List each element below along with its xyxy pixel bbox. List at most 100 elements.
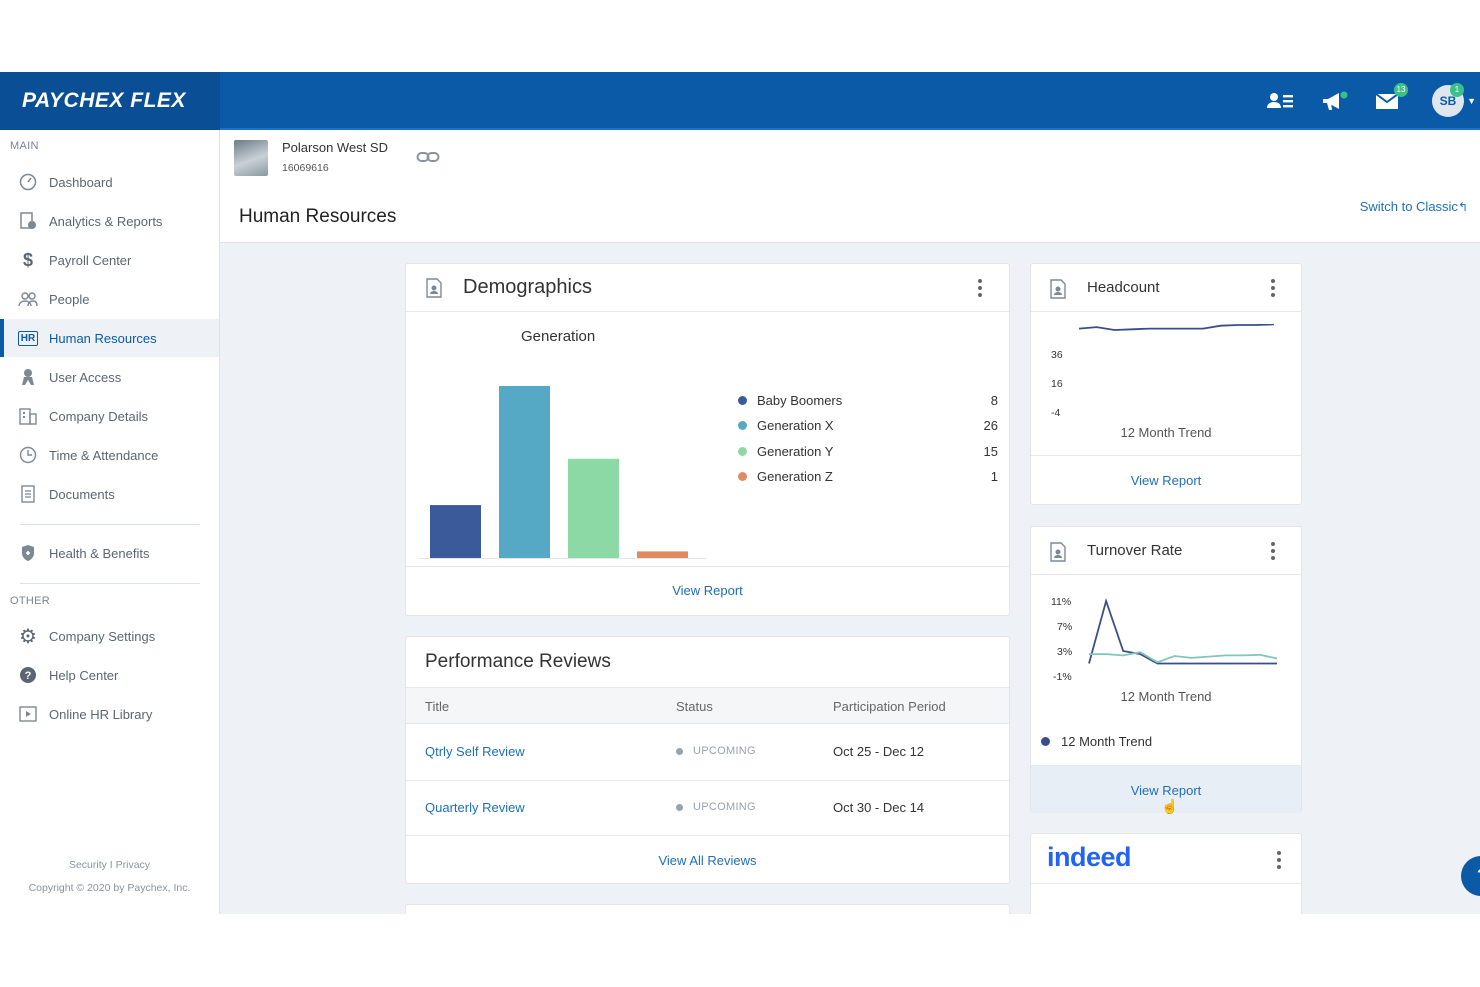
card-header: indeed [1031, 834, 1301, 884]
sidebar-divider [20, 583, 200, 584]
more-options-icon[interactable] [1265, 276, 1281, 300]
sidebar-item-label: People [49, 291, 90, 307]
headcount-series-line [1079, 324, 1275, 331]
legend-dot [738, 421, 747, 430]
sidebar-item-label: Documents [49, 486, 115, 502]
help-fab-button[interactable]: ? [1461, 856, 1480, 896]
sidebar-item-online-hr-library[interactable]: Online HR Library [0, 695, 219, 733]
sidebar-item-company-details[interactable]: Company Details [0, 397, 219, 435]
announcements-icon[interactable] [1318, 85, 1350, 117]
demographics-card: Demographics Generation Baby Boomers 8 Gen… [405, 263, 1010, 616]
y-tick-label: -1% [1053, 671, 1072, 683]
sidebar-item-documents[interactable]: Documents [0, 475, 219, 513]
legend-label: Generation X [757, 418, 834, 433]
column-header: Participation Period [833, 699, 946, 714]
user-menu[interactable]: SB 1 ▼ [1426, 83, 1476, 117]
view-report-hover-area[interactable]: View Report ☝ [1031, 765, 1301, 814]
sidebar-item-label: Online HR Library [49, 706, 153, 722]
sidebar-item-help-center[interactable]: ? Help Center [0, 656, 219, 694]
return-arrow-icon: ↰ [1457, 200, 1468, 214]
table-row: Quarterly Review UPCOMING Oct 30 - Dec 1… [406, 781, 1009, 835]
sidebar-item-health-benefits[interactable]: Health & Benefits [0, 534, 219, 572]
logo-text: PAYCHEX FLEX [22, 89, 186, 112]
gear-icon: ⚙ [19, 625, 37, 648]
performance-reviews-card: Performance Reviews Title Status Partici… [405, 636, 1010, 884]
dollar-icon: $ [22, 249, 33, 270]
sidebar-item-time-attendance[interactable]: Time & Attendance [0, 436, 219, 474]
legend-dot [1041, 737, 1050, 746]
legend-dot [738, 472, 747, 481]
status-badge: UPCOMING [676, 801, 756, 813]
x-axis-label: 12 Month Trend [1120, 689, 1212, 704]
sidebar-item-analytics-reports[interactable]: Analytics & Reports [0, 202, 219, 240]
legend-label: 12 Month Trend [1061, 734, 1153, 749]
view-report-link[interactable]: View Report [1130, 473, 1202, 488]
sidebar-item-label: Company Details [49, 408, 148, 424]
legend-item: Generation Y 15 [738, 441, 998, 461]
more-options-icon[interactable] [1271, 848, 1287, 872]
legend-label: Baby Boomers [757, 392, 843, 408]
footer-links[interactable]: Security I Privacy [68, 859, 151, 871]
document-icon [18, 484, 38, 504]
people-icon [18, 289, 38, 309]
messages-icon[interactable]: 13 [1372, 83, 1408, 117]
page-header: Polarson West SD 16069616 Human Resource… [220, 130, 1480, 243]
card-title: Demographics [463, 276, 592, 298]
card-title: Turnover Rate [1087, 542, 1183, 559]
company-name[interactable]: Polarson West SD [282, 140, 388, 155]
card-header: Demographics [406, 264, 1009, 312]
sidebar-item-user-access[interactable]: User Access [0, 358, 219, 396]
sidebar-item-label: Dashboard [49, 174, 113, 190]
help-icon: ? [18, 665, 38, 685]
shield-icon [18, 543, 38, 563]
table-row: Qtrly Self Review UPCOMING Oct 25 - Dec … [406, 725, 1009, 780]
status-text: UPCOMING [693, 745, 756, 757]
x-axis-label: 12 Month Trend [1120, 425, 1212, 440]
switch-to-classic-link[interactable]: Switch to Classic↰ [1360, 199, 1468, 214]
review-title-link[interactable]: Qtrly Self Review [425, 744, 525, 759]
sidebar-item-label: Time & Attendance [49, 447, 159, 463]
svg-text:?: ? [25, 670, 32, 682]
card-header: Headcount [1031, 264, 1301, 312]
legend-item: Baby Boomers 8 [738, 390, 998, 410]
bar-generation-y [568, 458, 619, 558]
card-title: Performance Reviews [425, 651, 611, 672]
turnover-series-line-1 [1088, 597, 1277, 665]
view-all-reviews-link[interactable]: View All Reviews [658, 853, 757, 868]
sidebar-item-dashboard[interactable]: Dashboard [0, 163, 219, 201]
indeed-card: indeed [1030, 833, 1302, 914]
row-divider [406, 780, 1009, 781]
legend-dot [738, 446, 747, 456]
legend-value: 26 [983, 418, 998, 433]
y-tick-label: 3% [1057, 646, 1073, 658]
people-directory-icon[interactable] [1264, 85, 1296, 117]
building-icon [18, 406, 38, 426]
sidebar-item-label: User Access [49, 369, 122, 385]
status-text: UPCOMING [693, 801, 756, 813]
sidebar-item-label: Analytics & Reports [49, 213, 163, 229]
sidebar-item-human-resources[interactable]: HR Human Resources [0, 319, 219, 357]
brand-logo[interactable]: PAYCHEX FLEX [0, 72, 220, 130]
y-tick-label: 36 [1051, 349, 1063, 361]
avatar-badge: 1 [1450, 83, 1464, 97]
sidebar-item-people[interactable]: People [0, 280, 219, 318]
more-options-icon[interactable] [972, 276, 988, 300]
app-window: PAYCHEX FLEX 13 SB 1 ▼ MAIN Dashboard [0, 72, 1480, 914]
company-image [234, 140, 268, 176]
column-header: Status [676, 699, 713, 714]
link-icon[interactable] [416, 150, 440, 169]
legend-dot [738, 395, 747, 405]
status-badge: UPCOMING [676, 745, 756, 757]
sidebar-item-label: Help Center [49, 667, 119, 683]
more-options-icon[interactable] [1265, 539, 1281, 563]
review-title-link[interactable]: Quarterly Review [425, 800, 525, 815]
chart-legend: Baby Boomers 8 Generation X 26 Generation Y 1… [738, 390, 998, 500]
view-report-link[interactable]: View Report [1130, 783, 1202, 798]
sidebar-item-label: Health & Benefits [49, 545, 150, 561]
sidebar-item-payroll-center[interactable]: $ Payroll Center [0, 241, 219, 279]
sidebar-item-company-settings[interactable]: ⚙ Company Settings [0, 617, 219, 655]
view-report-link[interactable]: View Report [672, 583, 743, 598]
next-card [405, 904, 1010, 914]
report-icon [424, 278, 444, 303]
bar-generation-x [499, 386, 550, 558]
